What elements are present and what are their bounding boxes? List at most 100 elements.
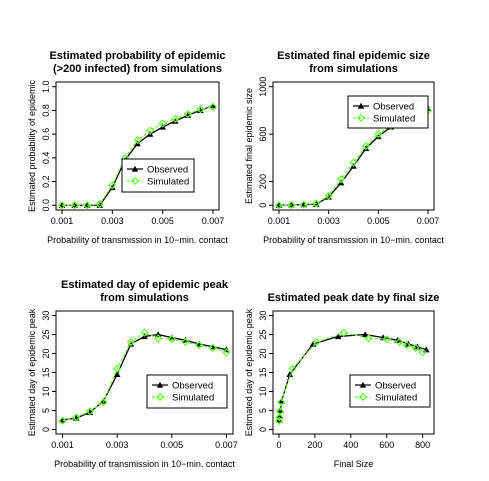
y-axis-label: Estimated final epidemic size bbox=[244, 88, 254, 204]
x-tick-label: 400 bbox=[343, 440, 358, 450]
y-tick-label: 10 bbox=[258, 386, 268, 396]
simulated-point bbox=[312, 337, 321, 347]
chart-title: (>200 infected) from simulations bbox=[53, 63, 222, 75]
simulated-point bbox=[361, 141, 371, 151]
y-tick-label: 0.0 bbox=[41, 199, 51, 212]
x-tick-label: 0.003 bbox=[106, 440, 129, 450]
simulated-point bbox=[364, 334, 373, 343]
legend-marker bbox=[156, 381, 164, 388]
simulated-point bbox=[95, 199, 104, 209]
x-tick-label: 0.005 bbox=[367, 216, 390, 226]
legend-box bbox=[347, 95, 429, 129]
chart-title: from simulations bbox=[309, 63, 398, 75]
x-tick-label: 0.005 bbox=[151, 216, 174, 226]
x-tick-label: 0 bbox=[276, 440, 281, 450]
simulated-point bbox=[324, 191, 333, 200]
simulated-point bbox=[70, 201, 79, 210]
x-tick-label: 0.001 bbox=[51, 216, 74, 226]
legend-label: Observed bbox=[172, 380, 213, 391]
simulated-point bbox=[58, 416, 67, 425]
simulated-point bbox=[312, 199, 321, 208]
x-tick-label: 0.001 bbox=[268, 216, 291, 226]
simulated-point bbox=[196, 105, 205, 114]
observed-point bbox=[209, 102, 217, 109]
x-tick-label: 0.007 bbox=[215, 440, 238, 450]
y-tick-label: 15 bbox=[258, 367, 268, 377]
x-tick-label: 0.007 bbox=[417, 216, 440, 226]
legend-box bbox=[121, 158, 195, 193]
simulated-point bbox=[57, 201, 67, 210]
x-axis-label: Probability of transmission in 10−min. c… bbox=[263, 235, 444, 245]
x-tick-label: 800 bbox=[415, 440, 430, 450]
legend-label: Observed bbox=[147, 164, 188, 175]
y-tick-label: 20 bbox=[258, 349, 268, 359]
x-tick-label: 0.007 bbox=[202, 216, 225, 226]
simulated-point bbox=[288, 364, 297, 373]
simulated-point bbox=[349, 158, 358, 167]
y-tick-label: 20 bbox=[41, 349, 51, 359]
legend-label: Simulated bbox=[375, 392, 417, 403]
observed-point bbox=[375, 133, 382, 140]
chart-title: Estimated peak date by final size bbox=[268, 292, 440, 304]
legend-marker bbox=[155, 392, 165, 402]
simulated-point bbox=[276, 397, 286, 407]
simulated-point bbox=[339, 328, 348, 337]
simulated-point bbox=[183, 109, 192, 119]
simulated-point bbox=[287, 200, 296, 210]
x-axis-label: Probability of transmission in 10−min. c… bbox=[54, 459, 235, 469]
y-tick-label: 25 bbox=[258, 330, 268, 340]
simulated-point bbox=[208, 343, 217, 352]
simulated-point bbox=[395, 337, 404, 347]
simulated-point bbox=[418, 348, 427, 357]
simulated-point bbox=[274, 416, 284, 425]
simulated-point bbox=[275, 407, 285, 416]
y-tick-label: 200 bbox=[258, 174, 268, 189]
simulated-point bbox=[275, 413, 284, 422]
y-tick-label: 0 bbox=[258, 203, 268, 208]
y-tick-label: 10 bbox=[41, 386, 51, 396]
simulated-point bbox=[158, 119, 167, 128]
simulated-point bbox=[374, 129, 383, 139]
simulated-point bbox=[140, 328, 149, 337]
legend-marker bbox=[357, 102, 365, 109]
simulated-point bbox=[99, 397, 108, 407]
simulated-point bbox=[167, 334, 176, 344]
y-tick-label: 15 bbox=[41, 367, 51, 377]
plot-frame bbox=[272, 81, 435, 211]
simulated-point bbox=[154, 334, 163, 343]
y-axis-label: Estimated probability of epidemic bbox=[27, 79, 37, 212]
plot-frame bbox=[55, 81, 220, 211]
simulated-point bbox=[208, 102, 218, 112]
simulated-point bbox=[171, 114, 180, 123]
y-tick-label: 0 bbox=[258, 427, 268, 432]
simulated-point bbox=[299, 200, 308, 209]
y-tick-label: 5 bbox=[41, 408, 51, 413]
simulated-point bbox=[108, 180, 117, 190]
y-tick-label: 5 bbox=[258, 408, 268, 413]
legend-label: Observed bbox=[375, 380, 416, 391]
chart-title: Estimated final epidemic size bbox=[277, 50, 430, 62]
x-axis-label: Probability of transmission in 10−min. c… bbox=[47, 235, 228, 245]
legend-marker bbox=[130, 176, 140, 186]
y-tick-label: 30 bbox=[41, 311, 51, 321]
simulated-point bbox=[411, 343, 420, 352]
observed-point bbox=[309, 340, 317, 347]
y-tick-label: 30 bbox=[258, 311, 268, 321]
y-tick-label: 0.6 bbox=[41, 128, 51, 141]
simulated-point bbox=[382, 334, 391, 344]
legend-marker bbox=[358, 392, 368, 402]
simulated-point bbox=[274, 201, 284, 210]
simulated-point bbox=[336, 175, 346, 184]
observed-point bbox=[361, 331, 369, 338]
observed-point bbox=[334, 333, 342, 340]
plot-frame bbox=[272, 310, 435, 435]
simulated-point bbox=[145, 126, 155, 135]
legend-marker bbox=[131, 165, 139, 172]
x-tick-label: 200 bbox=[307, 440, 322, 450]
simulated-point bbox=[126, 337, 135, 347]
y-tick-label: 0.8 bbox=[41, 104, 51, 117]
legend-box bbox=[146, 374, 228, 409]
